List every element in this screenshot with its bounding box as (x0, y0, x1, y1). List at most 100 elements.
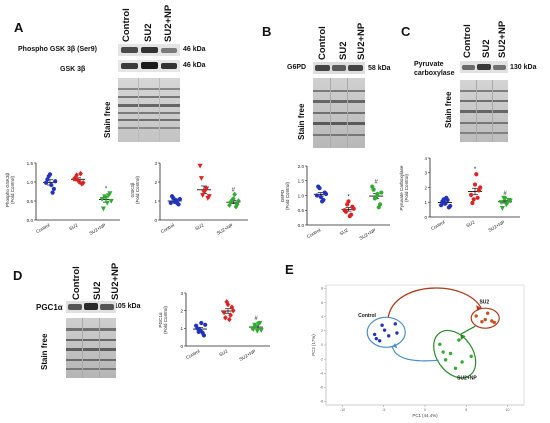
y-tick-label: 2 (424, 185, 427, 190)
data-point (230, 307, 236, 314)
y-tick-label: 0.5 (298, 208, 305, 213)
dot-plot-pyruvate-carboxylase: 0 1 2 3 4 Pyruvate Carboxylase(Fold Control) C… (399, 156, 520, 233)
western-blot-phospho-gsk3b (118, 44, 180, 56)
x-tick-label: SU2+NP (238, 349, 256, 362)
pca-point-su2-np (453, 366, 458, 370)
significance-marker: * (105, 186, 108, 192)
data-point (44, 180, 49, 185)
y-tick-label: 1 (424, 200, 427, 205)
arrow-su2-su2np (460, 325, 476, 335)
data-point (376, 205, 381, 210)
data-point (499, 206, 505, 211)
data-point (374, 194, 379, 200)
x-tick-label: Control (160, 223, 175, 235)
data-point (203, 322, 208, 327)
data-point (168, 200, 173, 205)
data-point (314, 193, 320, 198)
x-tick-label: SU2 (194, 222, 205, 231)
data-point (474, 172, 479, 177)
pca-point-su2-np (457, 338, 461, 342)
data-point (231, 195, 236, 202)
data-point (316, 184, 321, 189)
arrowhead-control-su2 (476, 305, 482, 312)
data-point (200, 330, 205, 335)
y-tick-label: 0 (424, 215, 427, 220)
data-point (53, 179, 58, 184)
data-point (197, 328, 203, 333)
data-point (103, 195, 109, 201)
data-point (71, 176, 77, 182)
data-point (229, 197, 235, 203)
data-point (346, 199, 351, 204)
y-tick-label: 3 (180, 291, 183, 296)
data-point (225, 301, 231, 308)
data-point (371, 187, 376, 192)
data-point (502, 196, 508, 202)
pca-point-control (374, 336, 379, 341)
data-point (228, 199, 234, 205)
ellipse-su2 (470, 307, 500, 329)
x-tick-label: Control (35, 223, 50, 235)
data-point (470, 200, 475, 206)
x-tick-label: SU2 (218, 348, 229, 357)
western-blot-pyruvate-carboxylase (460, 61, 508, 73)
data-point (47, 172, 53, 177)
data-point (233, 203, 239, 210)
data-point (169, 194, 175, 199)
panel-label-c: C (401, 24, 411, 39)
y-tick-label: 1.5 (298, 179, 305, 184)
y-tick-label: 8 (321, 287, 323, 291)
data-point (104, 200, 110, 206)
data-point (498, 200, 504, 205)
y-tick-label: 1.0 (27, 180, 34, 185)
pca-group-label: SU2 (479, 299, 489, 305)
data-point (50, 190, 55, 195)
panel-label-b: B (262, 24, 272, 39)
data-point (321, 197, 326, 203)
data-point (199, 320, 204, 326)
pca-point-su2-np (469, 354, 473, 358)
panel-label-d: D (13, 268, 23, 283)
y-axis-label: GSK3β(Fold Control) (130, 175, 140, 204)
y-tick-label: 3 (424, 171, 427, 176)
y-tick-label: 4 (424, 156, 427, 161)
pca-point-su2 (483, 317, 487, 322)
data-point (228, 312, 233, 318)
data-point (234, 201, 240, 208)
data-point (221, 309, 227, 316)
y-tick-label: 3 (154, 161, 157, 166)
data-point (254, 328, 260, 334)
data-point (445, 197, 450, 203)
data-point (106, 193, 112, 199)
data-point (323, 191, 329, 197)
data-point (507, 198, 513, 204)
x-tick-label: SU2 (339, 227, 350, 236)
data-point (349, 212, 354, 217)
protein-label-phospho-gsk3b: Phospho GSK 3β (Ser9) (18, 46, 97, 53)
arrow-su2np-control (391, 346, 439, 362)
y-tick-label: 1.0 (298, 193, 305, 198)
y-tick-label: 0.0 (27, 218, 34, 223)
data-point (100, 206, 106, 212)
arrowhead-su2np-control (392, 343, 398, 349)
data-point (204, 186, 210, 192)
kda-label-phospho-gsk3b: 46 kDa (183, 46, 206, 53)
pca-point-control (393, 322, 397, 326)
x-tick-label: SU2+NP (359, 228, 377, 241)
y-tick-label: -2 (320, 357, 323, 361)
significance-marker: * (347, 194, 350, 200)
ellipse-control (366, 316, 406, 348)
data-point (258, 328, 264, 333)
y-tick-label: 6 (321, 301, 323, 305)
significance-marker: # (503, 191, 507, 197)
data-point (232, 191, 237, 198)
y-tick-label: 0 (321, 343, 323, 347)
data-point (75, 177, 81, 183)
pca-point-su2 (474, 314, 478, 318)
significance-marker: # (254, 316, 258, 322)
y-axis-label: Pyruvate Carboxylase(Fold Control) (399, 165, 409, 210)
data-point (256, 321, 262, 327)
protein-label-pyruvate-carboxylase: Pyruvate carboxylase (414, 61, 455, 77)
y-tick-label: 0 (154, 218, 157, 223)
